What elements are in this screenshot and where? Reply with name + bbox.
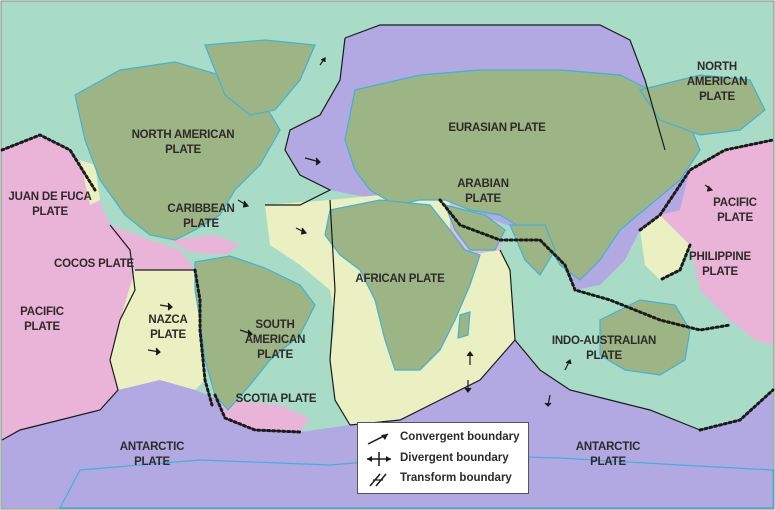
cocos-plate-label: COCOS PLATE [53,258,134,270]
convergent-boundary-scotia [213,393,302,434]
transform-boundary-icon [369,473,387,487]
motion-arrow [319,57,326,66]
juan-de-fuca-plate-label: JUAN DE FUCA PLATE [8,191,92,218]
legend-label-convergent: Convergent boundary [400,431,520,443]
legend-label-divergent: Divergent boundary [400,452,509,464]
divergent-boundary-icon [367,452,391,466]
divergent-boundary-indian [349,249,701,431]
north-america-land [74,61,281,241]
convergent-boundary-americas-west [0,133,214,407]
nazca-plate-region [110,270,205,390]
arabian-plate-label: ARABIAN PLATE [457,178,509,205]
divergent-boundary-mid-atlantic [265,37,351,426]
north-american-plate-east-label: NORTH AMERICAN PLATE [686,61,748,103]
plate-motion-arrows [147,57,714,407]
philippine-plate-label: PHILIPPINE PLATE [689,251,751,278]
philippine-plate-region [640,215,690,280]
nazca-plate-label: NAZCA PLATE [148,314,188,341]
caribbean-plate-label: CARIBBEAN PLATE [167,203,235,230]
motion-arrow [544,394,552,407]
caribbean-plate-region [170,235,240,255]
north-american-plate-label: NORTH AMERICAN PLATE [131,129,235,156]
south-american-plate-label: SOUTH AMERICAN PLATE [244,319,306,361]
india-land [509,224,556,276]
antarctic-plate-west-label: ANTARCTIC PLATE [119,441,185,468]
map-legend: Convergent boundary Divergent boundary T… [357,422,529,494]
motion-arrow [304,157,321,166]
african-plate-label: AFRICAN PLATE [355,273,445,285]
legend-label-transform: Transform boundary [400,472,512,484]
madagascar-land [457,311,471,339]
cocos-plate-region [110,225,195,270]
legend-item-divergent: Divergent boundary [364,450,526,468]
eurasian-plate-label: EURASIAN PLATE [448,122,546,134]
motion-arrow [147,347,161,356]
indo-australian-plate-label: INDO-AUSTRALIAN PLATE [551,335,657,362]
antarctic-plate-east-label: ANTARCTIC PLATE [575,441,641,468]
motion-arrow [704,184,714,192]
motion-arrow [295,227,308,235]
pacific-plate-west-region [2,135,135,440]
plate-boundaries [0,24,775,441]
eurasian-plate-north-edge [344,24,666,151]
legend-item-convergent: Convergent boundary [364,429,526,447]
greenland-land [204,39,316,116]
arabia-land [444,204,506,251]
motion-arrow [159,302,173,311]
convergent-boundary-asia [438,138,775,432]
divergent-boundary-pacific [1,224,195,441]
australia-land [599,299,691,376]
motion-arrow [564,358,572,371]
pacific-plate-east-label: PACIFIC PLATE [713,197,757,224]
legend-item-transform: Transform boundary [364,470,526,488]
pacific-plate-west-label: PACIFIC PLATE [20,306,64,333]
convergent-boundary-icon [367,433,389,445]
motion-arrow [239,329,253,338]
pacific-plate-east-region [660,140,773,345]
scotia-plate-label: SCOTIA PLATE [235,393,317,405]
east-asia-land [639,74,766,136]
motion-arrow [466,351,474,365]
africa-land [324,199,481,371]
scotia-plate-region [220,400,310,432]
motion-arrow [237,199,250,208]
motion-arrow [464,380,472,393]
